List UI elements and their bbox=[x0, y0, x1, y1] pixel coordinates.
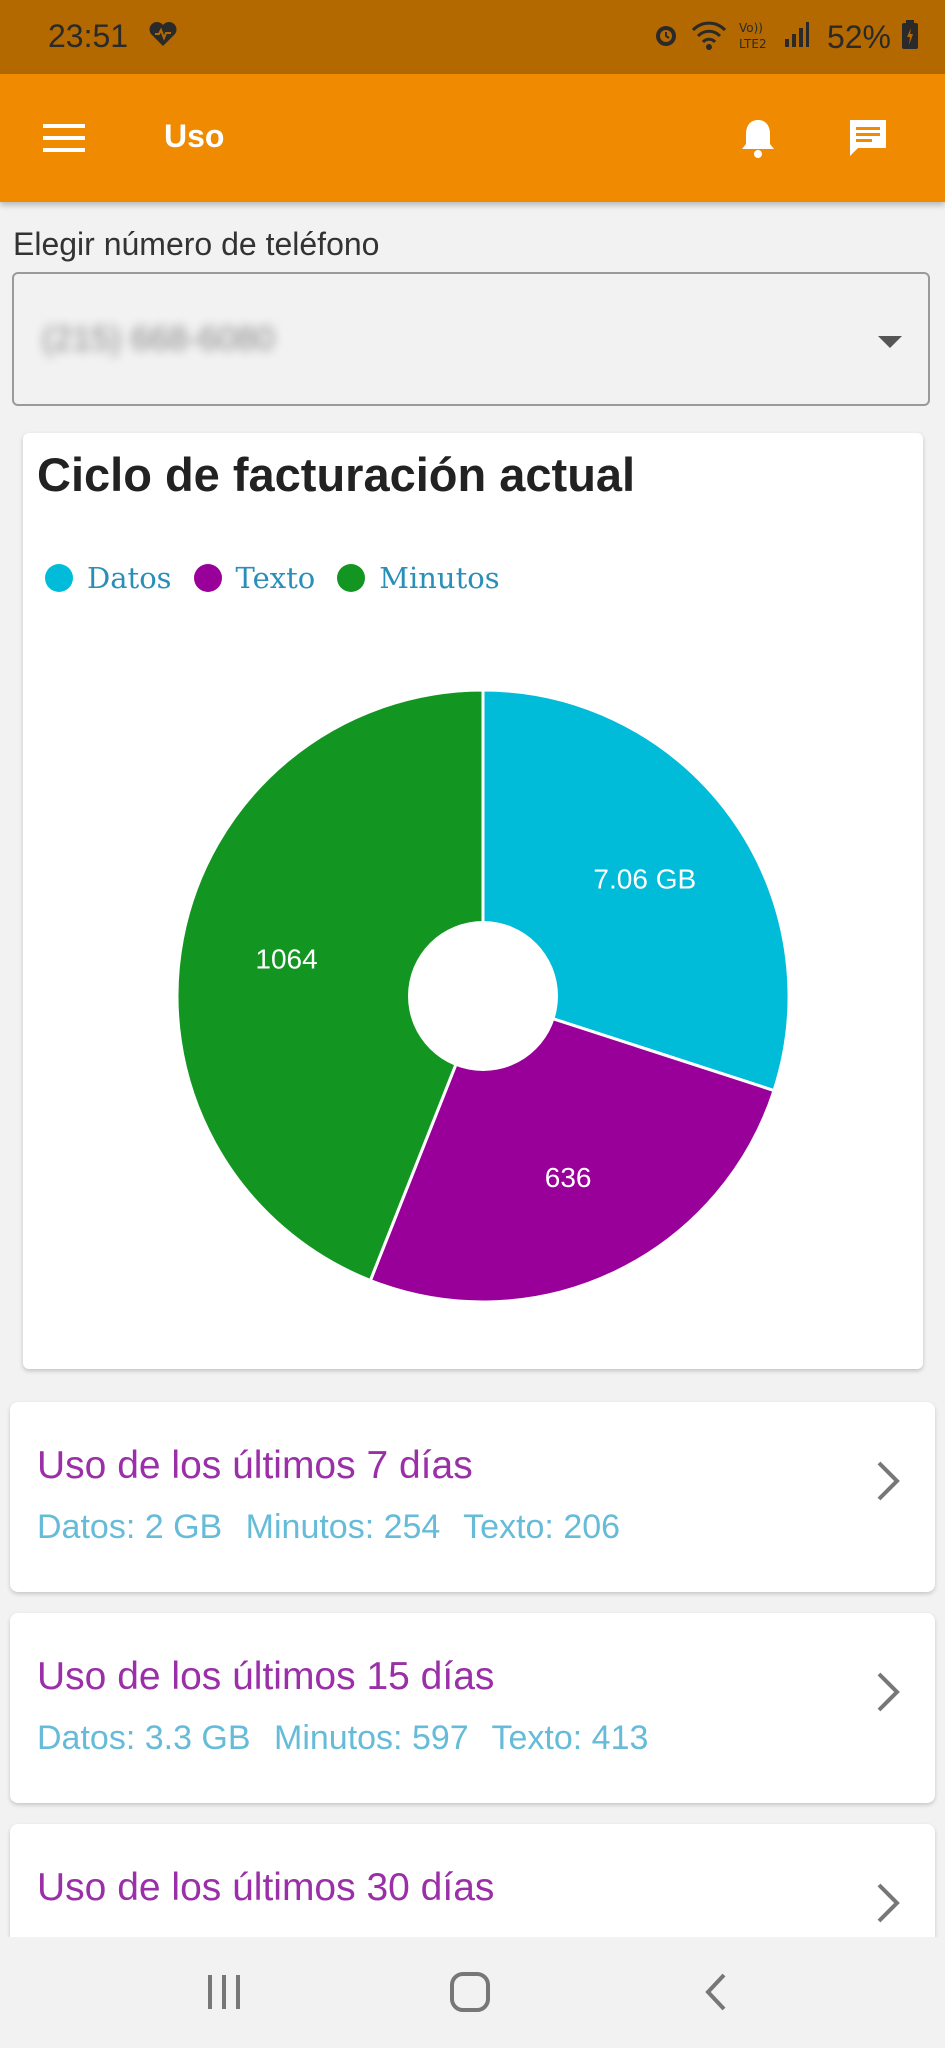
legend-dot bbox=[45, 564, 73, 592]
messages-button[interactable] bbox=[844, 114, 892, 162]
donut-hole bbox=[408, 921, 558, 1071]
signal-icon bbox=[783, 21, 809, 54]
status-icons: Vo)) LTE2 52% bbox=[651, 18, 919, 57]
billing-cycle-card: Ciclo de facturación actual Datos Texto … bbox=[23, 433, 923, 1369]
menu-icon bbox=[43, 124, 85, 152]
usage-card-title: Uso de los últimos 7 días bbox=[37, 1444, 473, 1487]
slice-label-datos: 7.06 GB bbox=[593, 863, 696, 894]
legend-item-minutos[interactable]: Minutos bbox=[337, 561, 500, 595]
chart-legend: Datos Texto Minutos bbox=[45, 561, 500, 595]
usage-datos: Datos: 2 GB bbox=[37, 1508, 223, 1546]
phone-number-dropdown[interactable]: (215) 668-6080 bbox=[12, 272, 930, 406]
usage-card-30-days[interactable]: Uso de los últimos 30 días bbox=[10, 1824, 935, 1937]
usage-donut-chart: 7.06 GB 636 1064 bbox=[175, 688, 791, 1304]
page-title: Uso bbox=[164, 118, 225, 154]
recents-button[interactable] bbox=[196, 1967, 252, 2019]
pie-slice-datos[interactable] bbox=[481, 688, 791, 1093]
battery-icon bbox=[901, 20, 919, 55]
caret-down-icon bbox=[878, 336, 902, 348]
alarm-icon bbox=[651, 20, 681, 55]
pie-slice-texto[interactable] bbox=[368, 994, 776, 1304]
usage-card-title: Uso de los últimos 30 días bbox=[37, 1866, 495, 1909]
legend-dot bbox=[193, 564, 222, 592]
status-bar: 23:51 Vo)) LTE2 52% bbox=[0, 0, 945, 74]
battery-percent: 52% bbox=[826, 19, 891, 55]
slice-label-texto: 636 bbox=[545, 1162, 592, 1193]
home-icon bbox=[450, 1972, 490, 2012]
status-time: 23:51 bbox=[48, 18, 129, 54]
chevron-right-icon bbox=[877, 1461, 900, 1501]
wifi-icon bbox=[691, 20, 727, 55]
legend-dot bbox=[337, 564, 366, 592]
chart-title: Ciclo de facturación actual bbox=[37, 448, 636, 501]
chevron-right-icon bbox=[877, 1672, 900, 1712]
usage-datos: Datos: 3.3 GB bbox=[37, 1719, 251, 1757]
chat-icon bbox=[850, 120, 886, 156]
svg-text:LTE2: LTE2 bbox=[739, 37, 767, 51]
bell-icon bbox=[742, 120, 774, 158]
legend-label: Texto bbox=[235, 561, 316, 595]
legend-item-datos[interactable]: Datos bbox=[45, 561, 172, 595]
legend-label: Minutos bbox=[379, 561, 500, 595]
usage-card-15-days[interactable]: Uso de los últimos 15 días Datos: 3.3 GB… bbox=[10, 1613, 935, 1803]
usage-card-title: Uso de los últimos 15 días bbox=[37, 1655, 495, 1698]
back-button[interactable] bbox=[690, 1967, 746, 2019]
usage-texto: Texto: 413 bbox=[491, 1719, 649, 1757]
usage-card-stats: Datos: 2 GB Minutos: 254 Texto: 206 bbox=[37, 1508, 634, 1547]
volte-icon: Vo)) LTE2 bbox=[737, 18, 773, 57]
recents-icon bbox=[208, 1975, 240, 2009]
svg-text:Vo)): Vo)) bbox=[739, 21, 763, 35]
app-bar: Uso bbox=[0, 74, 945, 202]
usage-card-7-days[interactable]: Uso de los últimos 7 días Datos: 2 GB Mi… bbox=[10, 1402, 935, 1592]
pie-slice-minutos[interactable] bbox=[175, 688, 485, 1283]
phone-number-value: (215) 668-6080 bbox=[42, 320, 275, 358]
usage-texto: Texto: 206 bbox=[463, 1508, 621, 1546]
usage-minutos: Minutos: 254 bbox=[245, 1508, 441, 1546]
menu-button[interactable] bbox=[32, 112, 96, 164]
back-icon bbox=[705, 1973, 726, 2011]
slice-label-minutos: 1064 bbox=[255, 944, 317, 975]
usage-card-stats: Datos: 3.3 GB Minutos: 597 Texto: 413 bbox=[37, 1719, 662, 1758]
phone-select-label: Elegir número de teléfono bbox=[13, 226, 380, 262]
usage-minutos: Minutos: 597 bbox=[274, 1719, 469, 1757]
home-button[interactable] bbox=[442, 1967, 498, 2019]
legend-label: Datos bbox=[87, 561, 172, 595]
system-nav-bar bbox=[0, 1937, 945, 2048]
heart-icon bbox=[148, 20, 178, 53]
chevron-right-icon bbox=[877, 1883, 900, 1923]
legend-item-texto[interactable]: Texto bbox=[193, 561, 316, 595]
notifications-button[interactable] bbox=[734, 114, 782, 162]
